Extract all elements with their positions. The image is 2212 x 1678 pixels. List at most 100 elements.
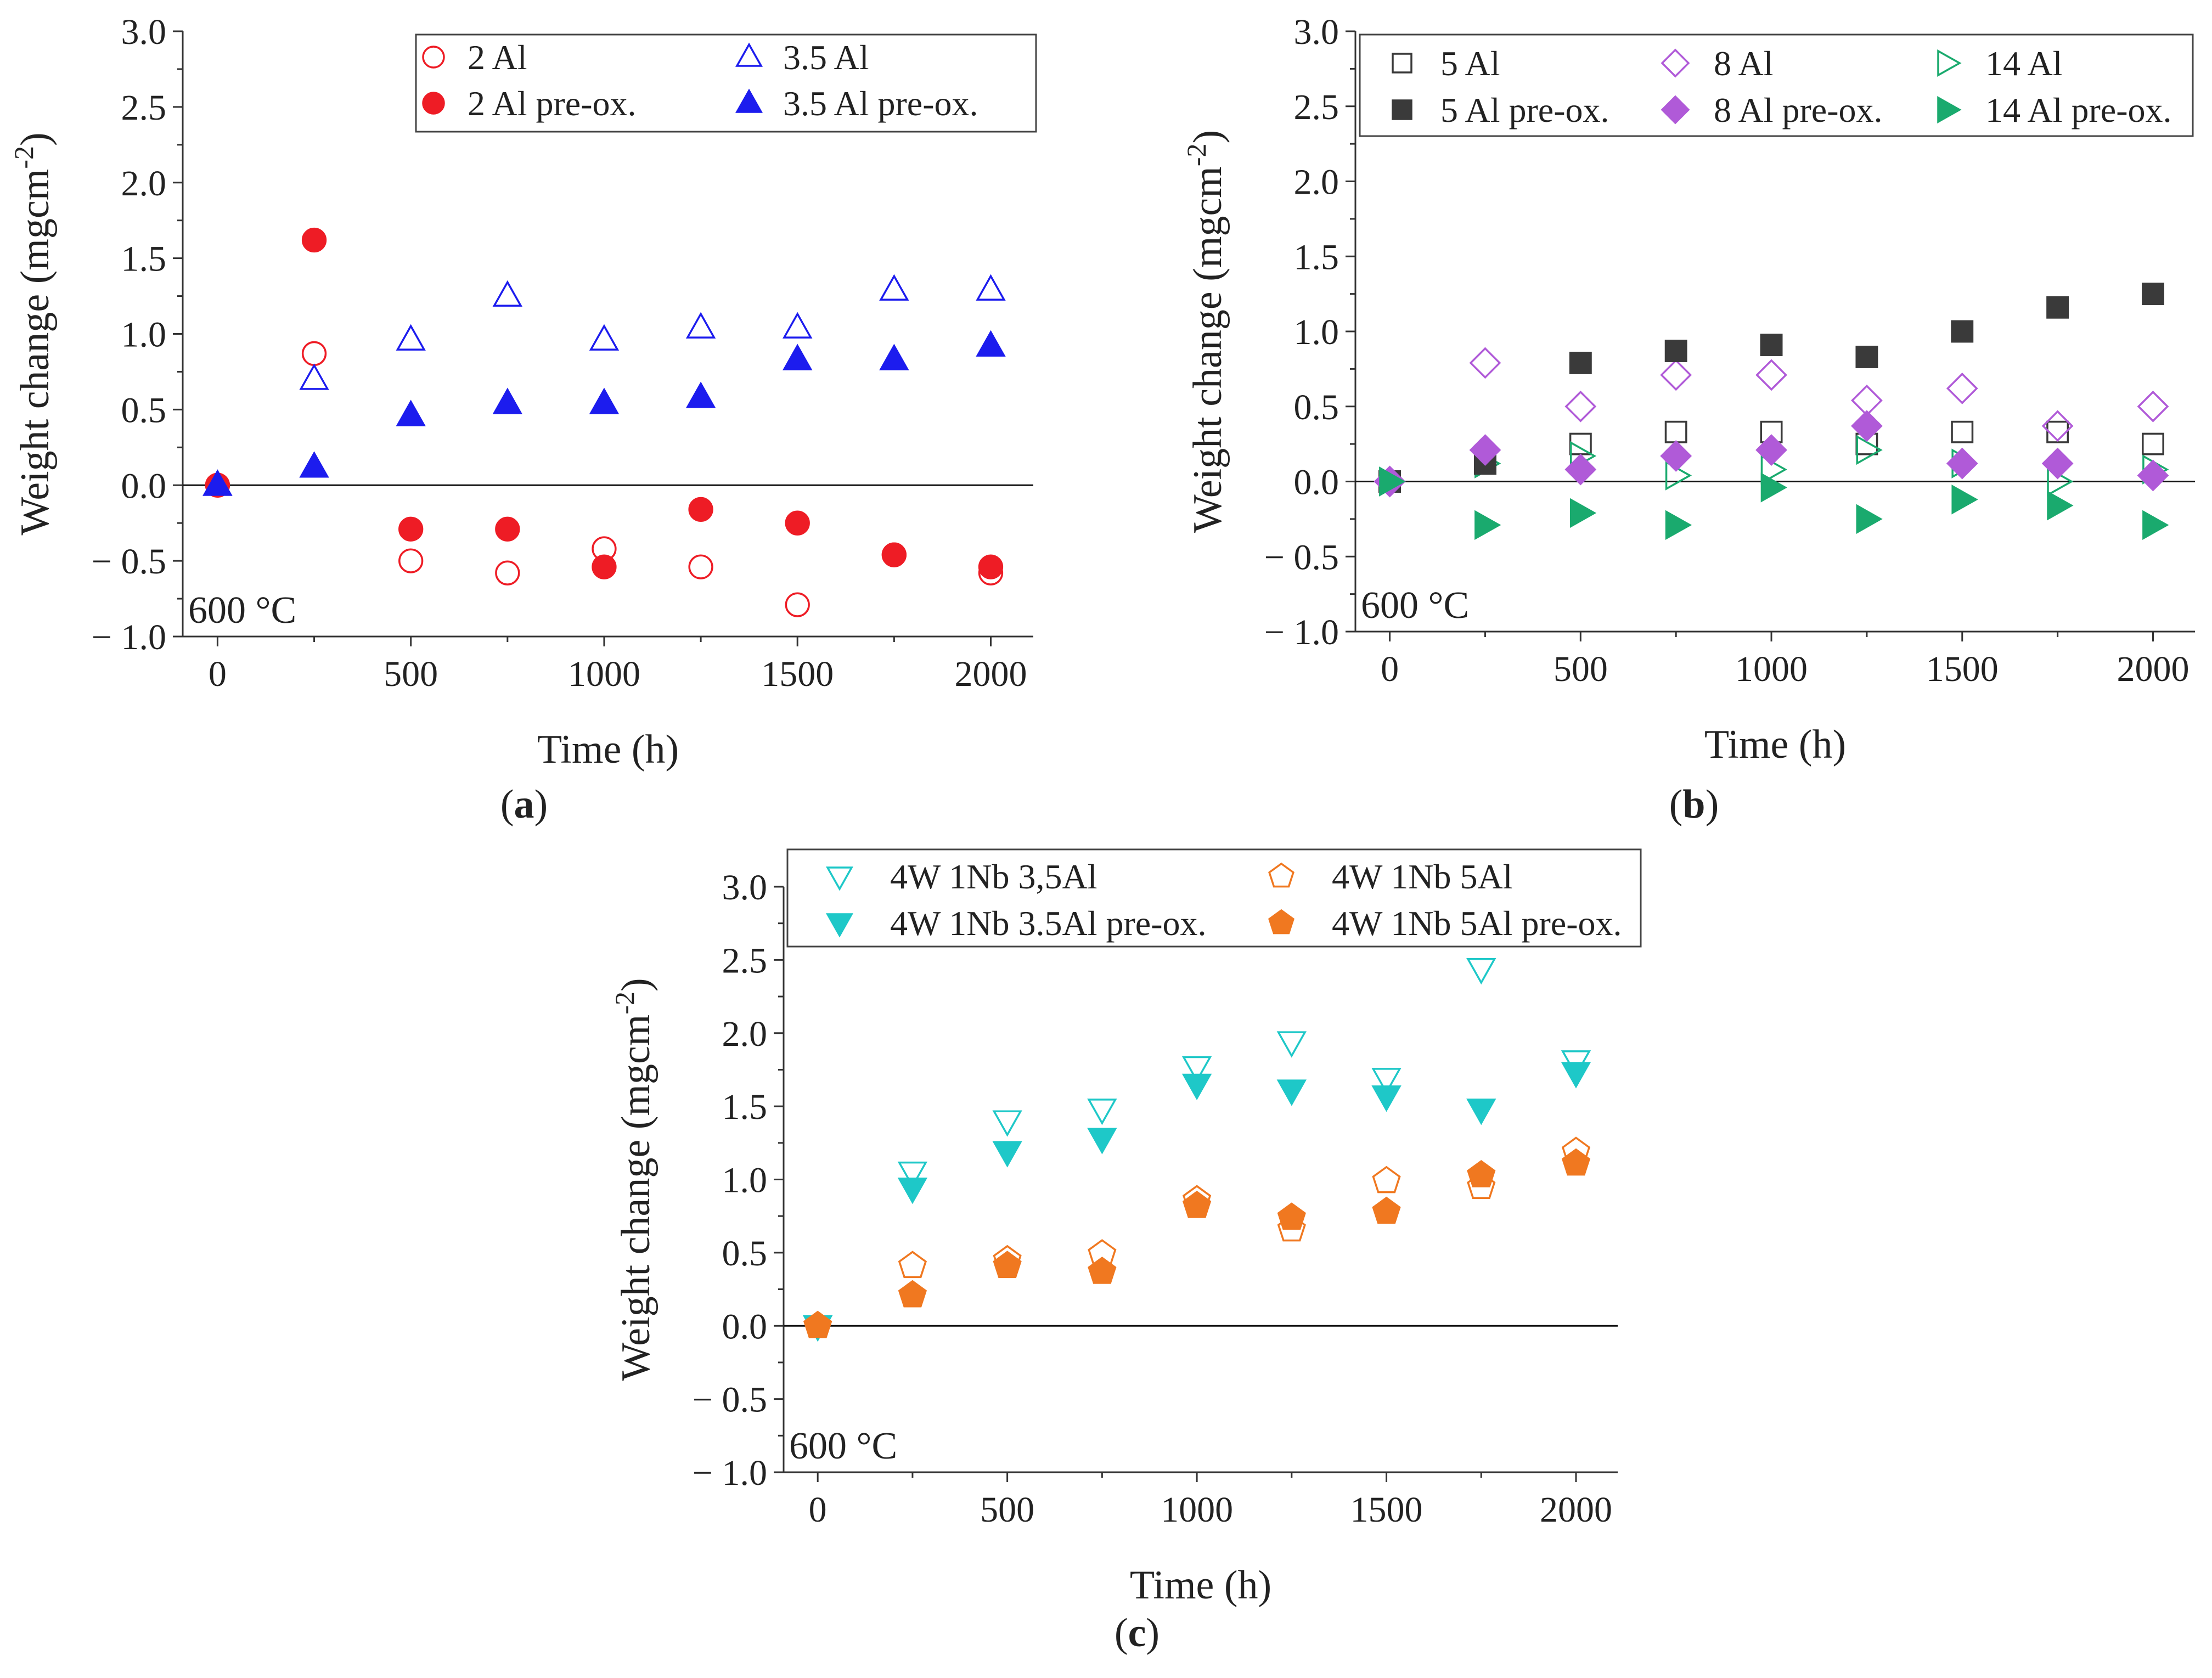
y-tick-label: − 0.5 <box>693 1380 767 1420</box>
y-tick-label: 2.0 <box>722 1014 768 1054</box>
data-point <box>1467 1172 1496 1200</box>
data-point <box>396 324 426 351</box>
data-point <box>2046 296 2069 319</box>
data-point <box>1564 453 1597 486</box>
data-point <box>1660 440 1692 472</box>
data-point <box>301 227 327 253</box>
y-tick-label: 2.5 <box>722 941 768 981</box>
caption-letter: a <box>514 782 534 827</box>
data-point <box>1466 1099 1496 1125</box>
data-point <box>1856 435 1883 465</box>
legend-marker <box>1392 53 1412 74</box>
data-point <box>2047 491 2074 521</box>
data-point <box>993 1251 1022 1279</box>
data-point <box>1569 351 1592 374</box>
y-axis-title-main: Weight change (mgcm <box>1185 166 1230 533</box>
data-point <box>1276 1079 1307 1106</box>
data-point <box>1760 334 1783 357</box>
legend-label: 4W 1Nb 5Al pre-ox. <box>1332 904 1622 943</box>
data-point <box>1856 504 1883 534</box>
panel-c: − 1.0 − 0.5 0.0 0.5 1.0 1.5 2.0 2.5 3.0 0 500 1000 1… <box>609 848 1642 1656</box>
x-tick-label: 500 <box>1554 649 1608 689</box>
data-point <box>2137 459 2169 492</box>
data-point <box>1855 346 1878 368</box>
data-point <box>1946 373 1978 404</box>
data-point <box>1951 420 1974 443</box>
data-point <box>1088 1257 1117 1284</box>
data-point <box>1371 1085 1402 1112</box>
data-point <box>1951 485 1978 515</box>
y-axis-title-close: ) <box>613 978 658 992</box>
x-tick-label: 0 <box>209 654 227 694</box>
y-tick-label: 0.0 <box>121 466 167 506</box>
y-tick-label: 1.5 <box>1294 237 1339 277</box>
data-point <box>879 274 909 301</box>
legend-marker <box>1661 48 1690 78</box>
legend-label: 4W 1Nb 5Al <box>1332 857 1512 896</box>
legend-marker <box>826 913 853 938</box>
data-point <box>202 469 233 496</box>
data-point <box>495 560 520 585</box>
data-point <box>976 274 1006 301</box>
y-axis-title-main: Weight change (mgcm <box>13 169 58 536</box>
y-tick-label: 1.0 <box>722 1161 768 1201</box>
y-axis-title-superscript: -2 <box>8 146 39 169</box>
data-point <box>1474 510 1501 540</box>
y-axis-title-main: Weight change (mgcm <box>613 1015 658 1381</box>
legend-label: 3.5 Al <box>783 38 869 77</box>
y-tick-label: 3.0 <box>1294 12 1339 52</box>
data-point <box>1469 347 1501 379</box>
data-point <box>1851 410 1883 442</box>
data-point <box>1372 1165 1401 1193</box>
data-point <box>592 554 617 579</box>
data-point <box>299 451 329 478</box>
panel-caption: (a) <box>500 782 548 827</box>
legend-label: 8 Al <box>1714 44 1773 83</box>
caption-close: ) <box>534 782 548 827</box>
caption-open: ( <box>1115 1611 1128 1656</box>
x-tick-label: 500 <box>384 654 438 694</box>
y-tick-label: − 1.0 <box>1264 612 1339 652</box>
legend-marker <box>1661 95 1690 125</box>
data-point <box>685 312 716 339</box>
legend-marker <box>1268 862 1294 888</box>
y-tick-label: 1.0 <box>121 315 167 355</box>
series-5 <box>1379 466 2169 540</box>
y-axis-title: Weight change (mgcm-2) <box>609 978 658 1381</box>
data-point <box>1276 1031 1307 1058</box>
data-point <box>1087 1099 1117 1125</box>
y-tick-label: 2.0 <box>1294 162 1339 202</box>
series-4 <box>1374 410 2169 498</box>
temperature-annotation: 600 °C <box>188 589 296 632</box>
data-point <box>1561 1062 1591 1089</box>
y-axis-title-close: ) <box>1185 130 1230 144</box>
data-point <box>1760 472 1787 503</box>
y-axis-title-close: ) <box>13 132 58 146</box>
legend-label: 4W 1Nb 3.5Al pre-ox. <box>890 904 1207 943</box>
x-tick-label: 1000 <box>1161 1490 1233 1530</box>
legend-label: 5 Al <box>1440 44 1500 83</box>
data-point <box>1951 320 1974 343</box>
data-point <box>688 497 713 522</box>
x-tick-label: 1500 <box>1926 649 1999 689</box>
legend-label: 5 Al pre-ox. <box>1440 91 1609 129</box>
x-tick-label: 2000 <box>955 654 1027 694</box>
panel-b: − 1.0 − 0.5 0.0 0.5 1.0 1.5 2.0 2.5 3.0 0 500 1000 1… <box>1181 12 2195 827</box>
y-tick-label: 0.5 <box>121 390 167 430</box>
data-point <box>897 1178 928 1204</box>
panel-a: − 1.0 − 0.5 0.0 0.5 1.0 1.5 2.0 2.5 3.0 0 500 1000 1… <box>8 12 1037 827</box>
x-axis-title: Time (h) <box>1130 1563 1271 1608</box>
data-point <box>589 324 620 351</box>
data-point <box>1379 466 1406 497</box>
data-point <box>495 516 520 542</box>
data-point <box>492 387 523 414</box>
data-point <box>783 312 813 339</box>
legend-marker <box>422 46 445 69</box>
legend-box <box>415 33 1037 133</box>
data-point <box>1564 390 1597 423</box>
x-tick-label: 1000 <box>1735 649 1808 689</box>
data-point <box>1466 958 1496 985</box>
legend-label: 2 Al pre-ox. <box>468 84 637 123</box>
data-point <box>1469 434 1501 466</box>
